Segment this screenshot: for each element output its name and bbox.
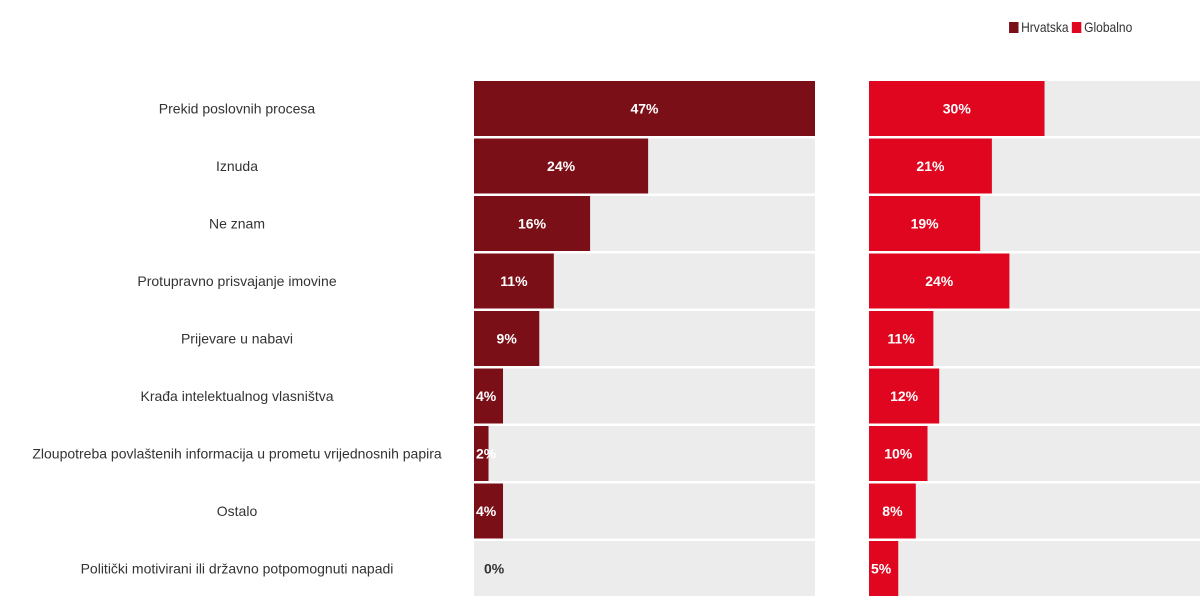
bar-globalno-6 <box>869 426 928 481</box>
legend-label-hrvatska: Hrvatska <box>1020 19 1069 35</box>
bar-hrvatska-4 <box>474 311 540 366</box>
bar-track <box>869 541 1200 596</box>
bar-track <box>474 483 815 539</box>
bar-globalno-1 <box>869 138 992 194</box>
category-label: Ne znam <box>209 216 265 232</box>
legend-swatch-hrvatska <box>1008 21 1019 33</box>
bar-hrvatska-0 <box>474 81 815 136</box>
legend-swatch-globalno <box>1071 21 1082 33</box>
category-label: Prijevare u nabavi <box>181 331 293 347</box>
bar-globalno-0 <box>869 81 1045 136</box>
data-label: 16% <box>518 216 547 232</box>
category-label: Zloupotreba povlaštenih informacija u pr… <box>32 446 442 462</box>
data-label: 24% <box>547 158 576 174</box>
bar-hrvatska-7 <box>474 483 504 539</box>
data-label: 24% <box>925 273 954 289</box>
data-label: 30% <box>943 101 972 117</box>
legend-item-globalno: Globalno <box>1071 19 1132 35</box>
bar-globalno-3 <box>869 253 1010 309</box>
data-label: 4% <box>476 503 497 519</box>
bar-globalno-5 <box>869 368 940 424</box>
data-label: 9% <box>497 331 518 347</box>
data-label: 11% <box>888 331 916 347</box>
category-label: Prekid poslovnih procesa <box>159 101 316 117</box>
data-label: 2% <box>476 446 497 462</box>
bar-globalno-8 <box>869 541 899 596</box>
data-label: 4% <box>476 388 497 404</box>
bar-globalno-4 <box>869 311 934 366</box>
bar-globalno-7 <box>869 483 916 539</box>
bar-hrvatska-3 <box>474 253 554 309</box>
legend: Hrvatska Globalno <box>1005 19 1132 35</box>
category-label: Ostalo <box>217 503 258 519</box>
bar-hrvatska-6 <box>474 426 489 481</box>
category-label: Krađa intelektualnog vlasništva <box>140 388 333 404</box>
data-label: 47% <box>630 101 659 117</box>
category-label: Protupravno prisvajanje imovine <box>137 273 336 289</box>
data-label: 10% <box>884 446 913 462</box>
bar-track <box>474 368 815 424</box>
category-label: Politički motivirani ili državno potpomo… <box>81 561 394 577</box>
legend-item-hrvatska: Hrvatska <box>1008 19 1069 35</box>
legend-label-globalno: Globalno <box>1083 19 1132 35</box>
bar-hrvatska-5 <box>474 368 504 424</box>
data-label: 21% <box>916 158 945 174</box>
bar-hrvatska-2 <box>474 196 591 251</box>
data-label: 0% <box>484 561 505 577</box>
bar-globalno-2 <box>869 196 981 251</box>
data-label: 12% <box>890 388 919 404</box>
bar-track <box>474 541 815 596</box>
bar-track <box>474 426 815 481</box>
bar-track <box>869 483 1200 539</box>
data-label: 11% <box>500 273 528 289</box>
data-label: 8% <box>882 503 903 519</box>
category-label: Iznuda <box>216 158 258 174</box>
data-label: 19% <box>911 216 940 232</box>
data-label: 5% <box>871 561 892 577</box>
bar-hrvatska-1 <box>474 138 649 194</box>
